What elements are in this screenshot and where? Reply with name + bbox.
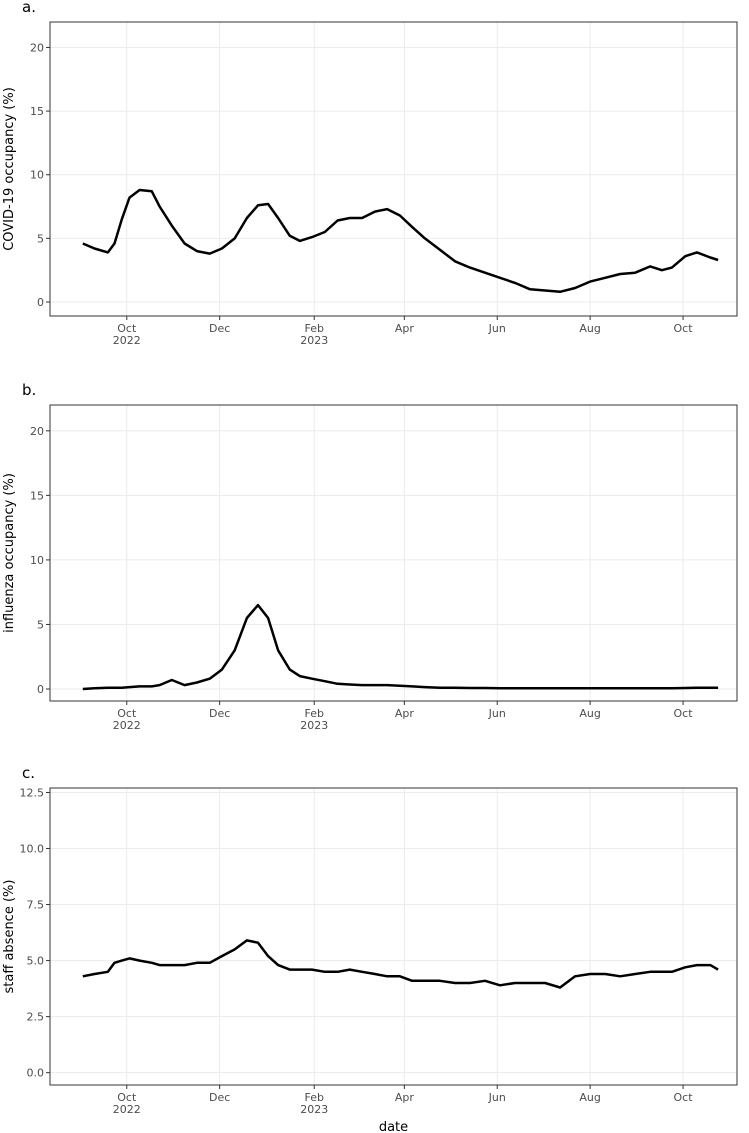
x-tick-label: Jun xyxy=(488,322,506,335)
y-axis-title: staff absence (%) xyxy=(2,880,17,994)
y-tick-label: 20 xyxy=(30,41,44,54)
x-tick-label: Feb 2023 xyxy=(300,322,328,347)
x-tick-label: Oct 2022 xyxy=(113,322,141,347)
x-tick-label: Jun xyxy=(488,1091,506,1104)
x-tick-label: Feb 2023 xyxy=(300,1091,328,1116)
mean-line xyxy=(82,603,719,691)
y-axis-title: influenza occupancy (%) xyxy=(2,473,17,633)
y-tick-label: 10 xyxy=(30,169,44,182)
x-tick-label: Jun xyxy=(488,707,506,720)
y-tick-label: 15 xyxy=(30,489,44,502)
y-tick-label: 0.0 xyxy=(27,1067,45,1080)
x-tick-label: Oct xyxy=(674,322,694,335)
x-tick-label: Apr xyxy=(395,707,415,720)
panel-title: c. xyxy=(22,764,35,782)
x-tick-label: Apr xyxy=(395,322,415,335)
y-tick-label: 0 xyxy=(37,296,44,309)
y-tick-label: 5 xyxy=(37,232,44,245)
x-tick-label: Dec xyxy=(209,707,230,720)
y-tick-label: 12.5 xyxy=(20,786,45,799)
panel: 0.0 2.5 5.0 7.5 10.0 12.5 Oct 2022 Dec Feb 2023 Apr… xyxy=(2,764,738,1133)
panel-border xyxy=(49,21,738,317)
y-tick-label: 5 xyxy=(37,618,44,631)
y-axis-title: COVID-19 occupancy (%) xyxy=(2,87,17,251)
mean-line xyxy=(82,939,719,989)
x-tick-label: Oct 2022 xyxy=(113,1091,141,1116)
x-tick-label: Aug xyxy=(579,1091,600,1104)
y-tick-label: 20 xyxy=(30,425,44,438)
panel-title: a. xyxy=(22,0,36,16)
y-tick-label: 10 xyxy=(30,554,44,567)
panel-border xyxy=(49,787,738,1086)
panel-title: b. xyxy=(22,381,36,399)
y-tick-label: 0 xyxy=(37,683,44,696)
y-tick-label: 7.5 xyxy=(27,899,45,912)
x-tick-label: Aug xyxy=(579,707,600,720)
panel: 0 5 10 15 20 Oct 2022 Dec Feb 2023 Apr Jun Aug Oct b. i… xyxy=(2,381,738,732)
panel: 0 5 10 15 20 Oct 2022 Dec Feb 2023 Apr Jun Aug Oct a. C… xyxy=(2,0,738,347)
x-tick-label: Oct xyxy=(674,1091,694,1104)
panel-border xyxy=(49,404,738,702)
x-tick-label: Oct 2022 xyxy=(113,707,141,732)
y-tick-label: 10.0 xyxy=(20,843,45,856)
x-tick-label: Dec xyxy=(209,322,230,335)
x-tick-label: Feb 2023 xyxy=(300,707,328,732)
mean-line xyxy=(82,188,719,294)
y-tick-label: 15 xyxy=(30,105,44,118)
x-tick-label: Apr xyxy=(395,1091,415,1104)
x-tick-label: Oct xyxy=(674,707,694,720)
y-tick-label: 5.0 xyxy=(27,955,45,968)
y-tick-label: 2.5 xyxy=(27,1011,45,1024)
x-tick-label: Dec xyxy=(209,1091,230,1104)
x-tick-label: Aug xyxy=(579,322,600,335)
x-axis-title: date xyxy=(379,1120,408,1133)
